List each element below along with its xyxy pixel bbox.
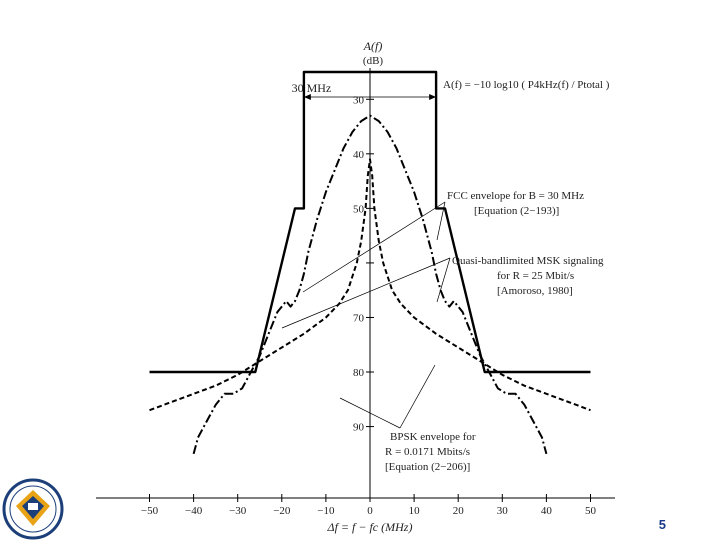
page-number: 5 xyxy=(658,517,666,532)
leader-fcc-left xyxy=(302,201,446,293)
leader-bpsk-left xyxy=(339,397,401,429)
x-tick-label: 50 xyxy=(585,505,597,517)
x-axis-label: Δf = f − fc (MHz) xyxy=(327,520,413,534)
annotation-bpsk-rate: R = 0.0171 Mbits/s xyxy=(385,446,470,458)
annotation-fcc-title: FCC envelope for B = 30 MHz xyxy=(447,190,584,202)
x-ticks: −50 −40 −30 −20 −10 0 10 20 30 40 50 xyxy=(141,494,597,517)
x-tick-label: −20 xyxy=(273,505,291,517)
x-tick-label: −10 xyxy=(317,505,335,517)
series-layer xyxy=(149,70,591,455)
x-tick-label: 30 xyxy=(497,505,509,517)
width-marker-arrow-right xyxy=(429,94,437,100)
annotation-msk-ref: [Amoroso, 1980] xyxy=(497,285,573,297)
leader-fcc-right xyxy=(436,201,446,241)
annotation-msk-rate: for R = 25 Mbit/s xyxy=(497,270,574,282)
width-marker-arrow-left xyxy=(303,94,311,100)
x-tick-label: 0 xyxy=(367,505,373,517)
series-line-solid xyxy=(149,70,591,374)
university-seal-logo xyxy=(2,478,64,540)
leader-bpsk-right xyxy=(399,364,436,429)
leader-msk-left xyxy=(281,257,451,329)
width-marker: 30 MHz xyxy=(292,81,437,100)
series-line-dashdot xyxy=(192,114,548,455)
y-tick-label: 40 xyxy=(353,149,365,161)
annotation-msk-title: Quasi-bandlimited MSK signaling xyxy=(452,255,604,267)
annotation-bpsk-eq: [Equation (2−206)] xyxy=(385,461,470,473)
x-tick-label: −50 xyxy=(141,505,159,517)
y-tick-label: 70 xyxy=(353,312,365,324)
x-tick-label: −40 xyxy=(185,505,203,517)
y-ticks: 30 40 50 70 80 90 xyxy=(353,94,374,434)
width-marker-label: 30 MHz xyxy=(292,81,332,95)
y-tick-label: 80 xyxy=(353,367,365,379)
annotations: FCC envelope for B = 30 MHz [Equation (2… xyxy=(281,190,604,473)
y-tick-label: 90 xyxy=(353,422,365,434)
y-axis-label: A(f) xyxy=(363,39,383,53)
x-tick-label: 10 xyxy=(409,505,421,517)
series-line-dashed xyxy=(149,158,591,412)
x-tick-label: 20 xyxy=(453,505,465,517)
x-tick-label: −30 xyxy=(229,505,247,517)
x-tick-label: 40 xyxy=(541,505,553,517)
annotation-fcc-eq: [Equation (2−193)] xyxy=(474,205,559,217)
leader-msk-right xyxy=(436,257,451,303)
y-axis-unit: (dB) xyxy=(363,55,384,67)
annotation-bpsk-title: BPSK envelope for xyxy=(390,431,476,443)
y-tick-label: 50 xyxy=(353,203,365,215)
formula: A(f) = −10 log10 ( P4kHz(f) / Ptotal ) xyxy=(443,79,610,91)
y-tick-label: 30 xyxy=(353,94,365,106)
